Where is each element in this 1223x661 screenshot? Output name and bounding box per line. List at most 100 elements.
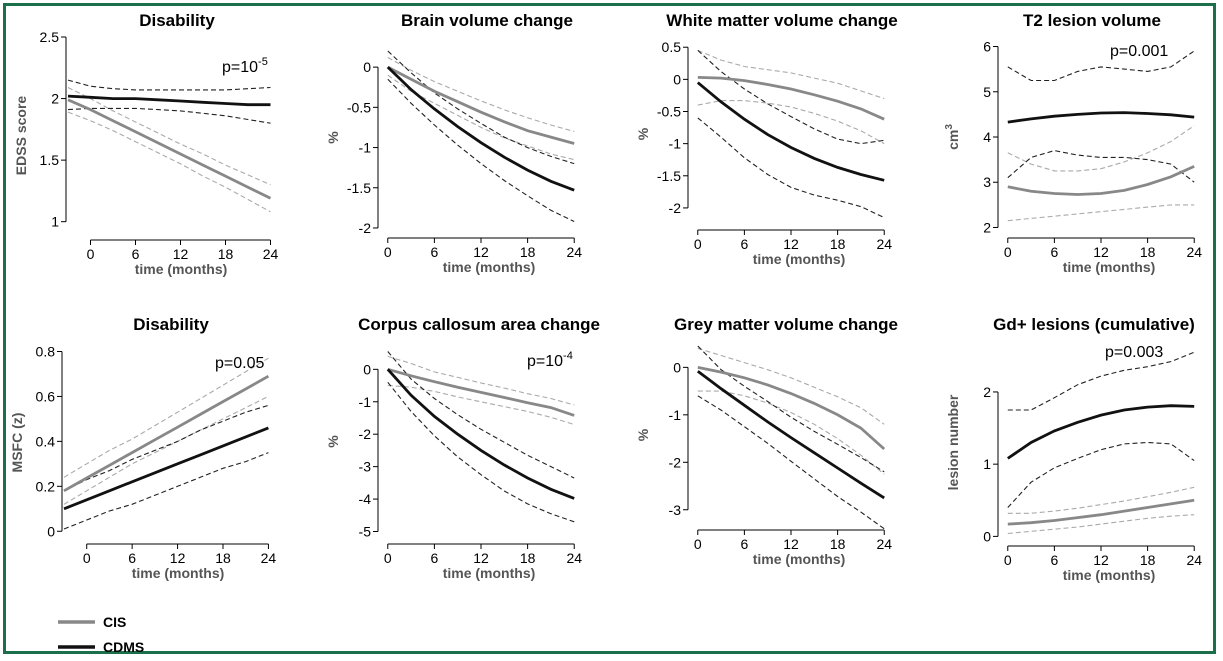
y-tick-label: -1 bbox=[669, 407, 682, 423]
x-tick-label: 18 bbox=[830, 536, 846, 552]
y-axis-label: % bbox=[325, 435, 341, 448]
ci-lower-cdms bbox=[387, 78, 575, 222]
y-axis-label: lesion number bbox=[945, 394, 961, 490]
x-axis-label: time (months) bbox=[443, 259, 536, 275]
y-tick-label: -1 bbox=[359, 394, 372, 410]
x-tick-label: 6 bbox=[1050, 552, 1058, 568]
y-tick-label: -4 bbox=[359, 491, 372, 507]
ci-upper-cdms bbox=[387, 50, 575, 165]
legend-label-cis: CIS bbox=[103, 614, 126, 630]
ci-lower-cdms bbox=[697, 395, 885, 530]
ci-upper-cis bbox=[387, 57, 575, 133]
y-axis-label-text: % bbox=[635, 127, 651, 140]
x-axis-label: time (months) bbox=[753, 251, 846, 267]
p-value-text: p=10 bbox=[527, 353, 563, 370]
chart-title: White matter volume change bbox=[666, 11, 897, 30]
x-tick-label: 12 bbox=[783, 236, 799, 252]
y-tick-label: -2 bbox=[359, 220, 372, 236]
chart-panel-7: Grey matter volume change 0 -1 -2 -3 0 6 12 18 24… bbox=[635, 315, 898, 567]
x-tick-label: 24 bbox=[876, 236, 892, 252]
ci-upper-cdms bbox=[697, 49, 885, 145]
y-tick-label: -0.5 bbox=[347, 99, 371, 115]
y-tick-label: -1 bbox=[359, 140, 372, 156]
series-line-cis bbox=[63, 374, 270, 493]
p-value-exponent: -5 bbox=[258, 56, 268, 68]
series-line-cis bbox=[387, 65, 575, 145]
y-tick-label: -1.5 bbox=[347, 180, 371, 196]
ci-upper-cis bbox=[697, 49, 885, 100]
series-line-cdms bbox=[63, 426, 269, 511]
ci-lower-cis bbox=[387, 74, 575, 161]
y-tick-label: -2 bbox=[359, 426, 372, 442]
x-axis-label: time (months) bbox=[135, 261, 228, 277]
y-tick-label: -5 bbox=[359, 524, 372, 540]
y-tick-label: 0.8 bbox=[36, 343, 56, 359]
y-axis-label: % bbox=[325, 131, 341, 144]
y-tick-label: 2.5 bbox=[40, 29, 60, 45]
y-axis-label-text: % bbox=[635, 428, 651, 441]
ci-upper-cis bbox=[387, 355, 575, 406]
chart-panel-3: White matter volume change 0.5 0 -0.5 -1 -1.5… bbox=[635, 11, 898, 267]
chart-title: Grey matter volume change bbox=[674, 315, 898, 334]
p-value-text: p=10 bbox=[222, 59, 258, 76]
x-tick-label: 6 bbox=[430, 244, 438, 260]
p-value-exponent: -4 bbox=[563, 350, 573, 362]
series-line-cis bbox=[697, 366, 886, 451]
series-line-cdms bbox=[696, 81, 885, 182]
series-line-cis bbox=[1007, 165, 1195, 196]
x-tick-label: 0 bbox=[87, 246, 95, 262]
chart-title: Disability bbox=[133, 315, 209, 334]
ci-upper-cdms bbox=[387, 351, 575, 479]
y-tick-label: -1 bbox=[669, 136, 682, 152]
ci-lower-cdms bbox=[63, 452, 269, 530]
ci-lower-cdms bbox=[67, 107, 271, 124]
ci-upper-cdms bbox=[697, 345, 885, 473]
series-line-cdms bbox=[67, 94, 271, 107]
y-tick-label: 0 bbox=[47, 523, 55, 539]
legend-label-cdms: CDMS bbox=[103, 639, 144, 655]
x-axis-label: time (months) bbox=[1063, 567, 1156, 583]
x-tick-label: 18 bbox=[520, 550, 536, 566]
ci-upper-cis bbox=[63, 357, 269, 478]
series-line-cdms bbox=[1007, 404, 1195, 460]
chart-title: Corpus callosum area change bbox=[358, 315, 600, 334]
x-tick-label: 24 bbox=[1186, 244, 1202, 260]
y-tick-label: -0.5 bbox=[657, 104, 681, 120]
chart-title: T2 lesion volume bbox=[1023, 11, 1161, 30]
p-value-text: p=0.001 bbox=[1110, 43, 1168, 60]
p-value-annotation: p=0.05 bbox=[215, 355, 264, 372]
chart-panel-4: T2 lesion volume 2 3 4 5 6 0 6 12 18 24 time (month… bbox=[944, 11, 1202, 275]
x-tick-label: 12 bbox=[173, 246, 189, 262]
ci-lower-cis bbox=[67, 111, 271, 213]
y-tick-label: 3 bbox=[983, 174, 991, 190]
legend: CIS CDMS bbox=[58, 614, 144, 655]
x-tick-label: 24 bbox=[566, 244, 582, 260]
x-tick-label: 0 bbox=[1004, 244, 1012, 260]
y-tick-label: -3 bbox=[359, 459, 372, 475]
y-tick-label: 0 bbox=[673, 359, 681, 375]
chart-title: Disability bbox=[139, 11, 215, 30]
y-tick-label: 1 bbox=[983, 456, 991, 472]
y-tick-label: 0.5 bbox=[662, 39, 682, 55]
x-tick-label: 18 bbox=[1140, 552, 1156, 568]
y-axis-label: MSFC (z) bbox=[9, 413, 25, 473]
y-axis-label-text: MSFC (z) bbox=[9, 413, 25, 473]
x-tick-label: 12 bbox=[1093, 244, 1109, 260]
p-value-annotation: p=0.003 bbox=[1105, 344, 1163, 361]
x-tick-label: 0 bbox=[1004, 552, 1012, 568]
y-axis-label-sup: 3 bbox=[944, 124, 955, 130]
y-tick-label: 4 bbox=[983, 129, 991, 145]
x-tick-label: 18 bbox=[830, 236, 846, 252]
y-tick-label: 0 bbox=[983, 528, 991, 544]
x-tick-label: 24 bbox=[1186, 552, 1202, 568]
ci-upper-cis bbox=[697, 347, 885, 425]
chart-panel-5: Disability 0 0.2 0.4 0.6 0.8 0 6 12 18 24 time (mon… bbox=[9, 315, 276, 581]
x-tick-label: 0 bbox=[83, 550, 91, 566]
p-value-annotation: p=10-4 bbox=[527, 350, 573, 370]
x-tick-label: 18 bbox=[218, 246, 234, 262]
chart-panel-1: Disability 1 1.5 2 2.5 0 6 12 18 24 time (months) E… bbox=[13, 11, 278, 277]
ci-lower-cdms bbox=[1007, 150, 1195, 183]
y-tick-label: 0 bbox=[673, 71, 681, 87]
